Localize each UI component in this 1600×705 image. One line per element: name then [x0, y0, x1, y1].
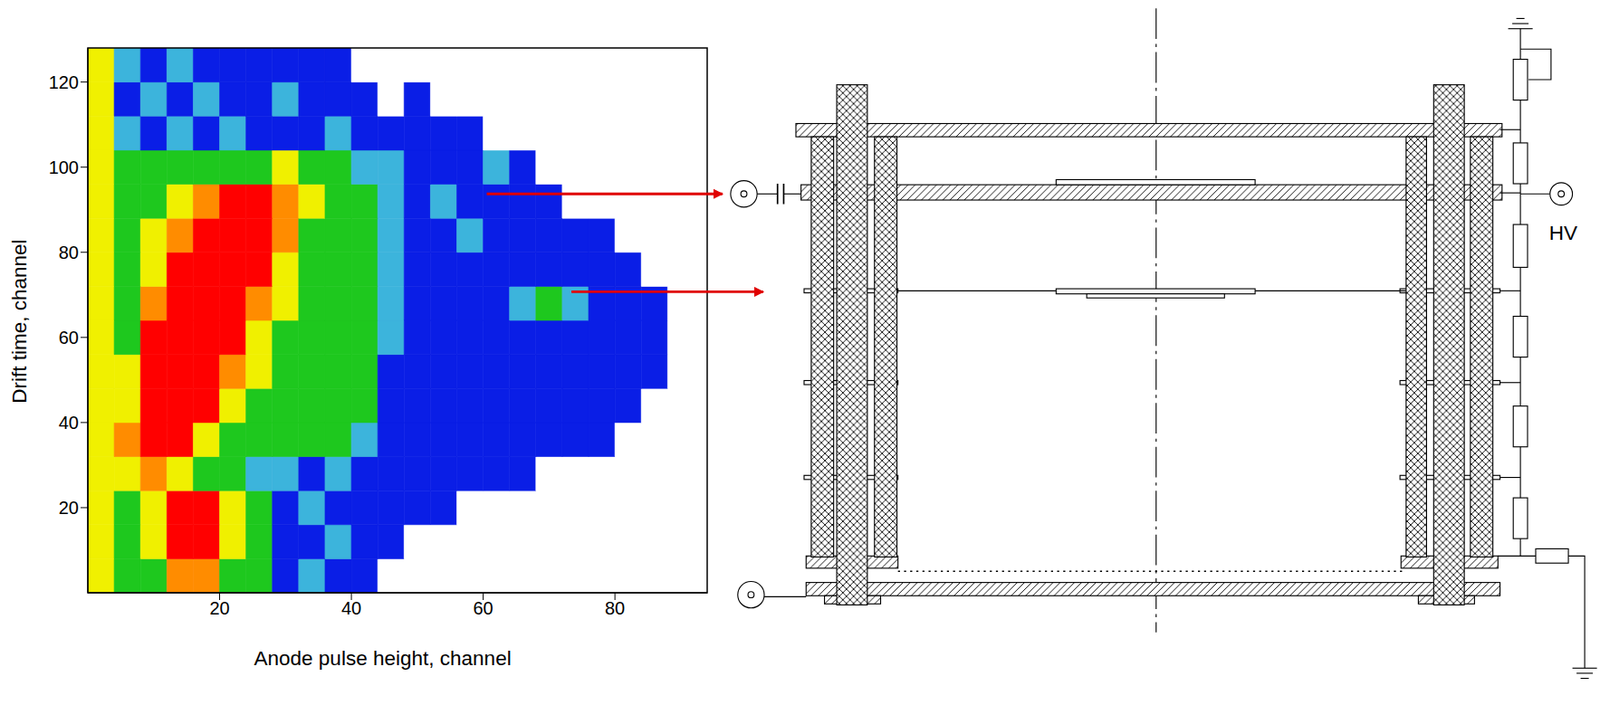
svg-text:80: 80 — [58, 242, 79, 263]
svg-text:100: 100 — [48, 157, 79, 178]
svg-text:20: 20 — [58, 498, 79, 518]
svg-text:20: 20 — [209, 598, 230, 619]
svg-text:60: 60 — [58, 327, 79, 348]
svg-text:Drift time, channel: Drift time, channel — [8, 239, 31, 403]
svg-text:40: 40 — [58, 412, 79, 433]
svg-text:HV: HV — [1549, 221, 1578, 245]
svg-text:Anode pulse height, channel: Anode pulse height, channel — [253, 647, 511, 671]
svg-text:60: 60 — [472, 598, 493, 619]
svg-text:120: 120 — [48, 72, 79, 93]
svg-text:40: 40 — [341, 598, 362, 619]
svg-text:80: 80 — [604, 598, 625, 619]
